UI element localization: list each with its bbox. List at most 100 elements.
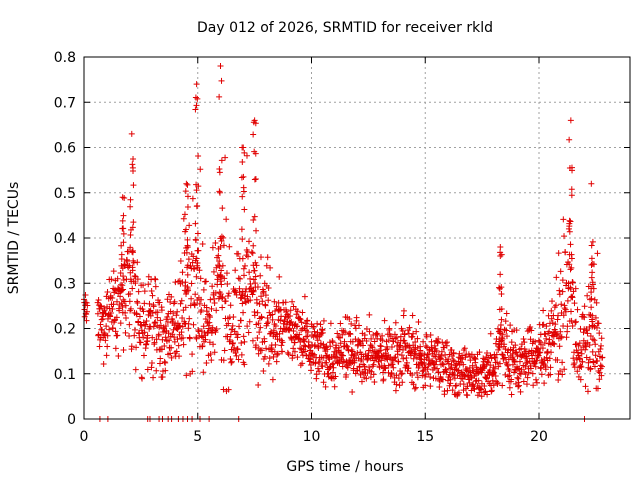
data-point [126, 321, 133, 328]
data-point [324, 346, 331, 353]
data-point [588, 285, 595, 292]
data-point [236, 323, 243, 330]
data-point [232, 349, 239, 356]
data-point [431, 342, 438, 349]
data-point [265, 319, 272, 326]
data-point [382, 346, 389, 353]
data-point [210, 341, 217, 348]
y-tick-label: 0.6 [54, 141, 76, 157]
data-point [81, 313, 88, 320]
data-point [252, 176, 259, 183]
data-point [401, 337, 408, 344]
data-point [325, 354, 332, 361]
data-point [218, 267, 225, 274]
data-point [182, 279, 189, 286]
data-point [431, 364, 438, 371]
data-point [129, 161, 136, 168]
data-point [82, 292, 89, 299]
data-point [496, 284, 503, 291]
data-point [514, 374, 521, 381]
data-point [298, 319, 305, 326]
data-point [574, 306, 581, 313]
data-point [487, 362, 494, 369]
data-point [560, 312, 567, 319]
data-point [410, 330, 417, 337]
data-point [470, 367, 477, 374]
data-point [176, 353, 183, 360]
data-point [499, 382, 506, 389]
data-point [128, 130, 135, 137]
data-point [100, 361, 107, 368]
data-point [450, 349, 457, 356]
data-point [568, 186, 575, 193]
data-point [238, 174, 245, 181]
data-point [124, 258, 131, 265]
data-point [406, 324, 413, 331]
data-point [498, 334, 505, 341]
data-point [588, 255, 595, 262]
data-point [158, 307, 165, 314]
data-point [572, 318, 579, 325]
data-point [212, 290, 219, 297]
data-point [568, 264, 575, 271]
data-point [498, 251, 505, 258]
data-point [401, 331, 408, 338]
data-point [189, 195, 196, 202]
data-point [260, 367, 267, 374]
data-point [328, 374, 335, 381]
data-point [589, 323, 596, 330]
data-point [567, 266, 574, 273]
data-point [589, 281, 596, 288]
data-point [99, 326, 106, 333]
data-point [134, 300, 141, 307]
data-point [185, 320, 192, 327]
data-point [586, 356, 593, 363]
data-point [288, 318, 295, 325]
data-point [177, 323, 184, 330]
data-point [225, 320, 232, 327]
data-point [83, 299, 90, 306]
data-point [157, 317, 164, 324]
data-point [564, 297, 571, 304]
data-point [588, 262, 595, 269]
data-point [232, 267, 239, 274]
data-point [192, 94, 199, 101]
data-point [361, 331, 368, 338]
data-point [198, 307, 205, 314]
data-point [234, 331, 241, 338]
data-point [246, 318, 253, 325]
data-point [503, 327, 510, 334]
data-point [211, 299, 218, 306]
data-point [535, 346, 542, 353]
data-point [136, 313, 143, 320]
data-point [107, 310, 114, 317]
data-point [368, 343, 375, 350]
data-point [224, 333, 231, 340]
data-point [146, 300, 153, 307]
data-point [311, 328, 318, 335]
axis-ticks: 0 5 10 15 20 0 0.1 0.2 0.3 0.4 0.5 0.6 0.7 0.8 [54, 50, 630, 445]
data-point [392, 387, 399, 394]
data-point [217, 244, 224, 251]
y-tick-label: 0.2 [54, 322, 76, 338]
y-tick-label: 0.5 [54, 186, 76, 202]
data-point [514, 353, 521, 360]
data-point [190, 321, 197, 328]
data-point [251, 312, 258, 319]
data-point [110, 301, 117, 308]
data-point [512, 342, 519, 349]
data-point [126, 333, 133, 340]
data-point [506, 368, 513, 375]
data-point [314, 337, 321, 344]
data-point [498, 316, 505, 323]
data-point [564, 328, 571, 335]
data-point [438, 348, 445, 355]
data-point [132, 280, 139, 287]
data-point [212, 329, 219, 336]
data-point [488, 388, 495, 395]
data-point [206, 319, 213, 326]
data-point [459, 356, 466, 363]
data-point [289, 298, 296, 305]
data-point [256, 329, 263, 336]
data-point [104, 343, 111, 350]
